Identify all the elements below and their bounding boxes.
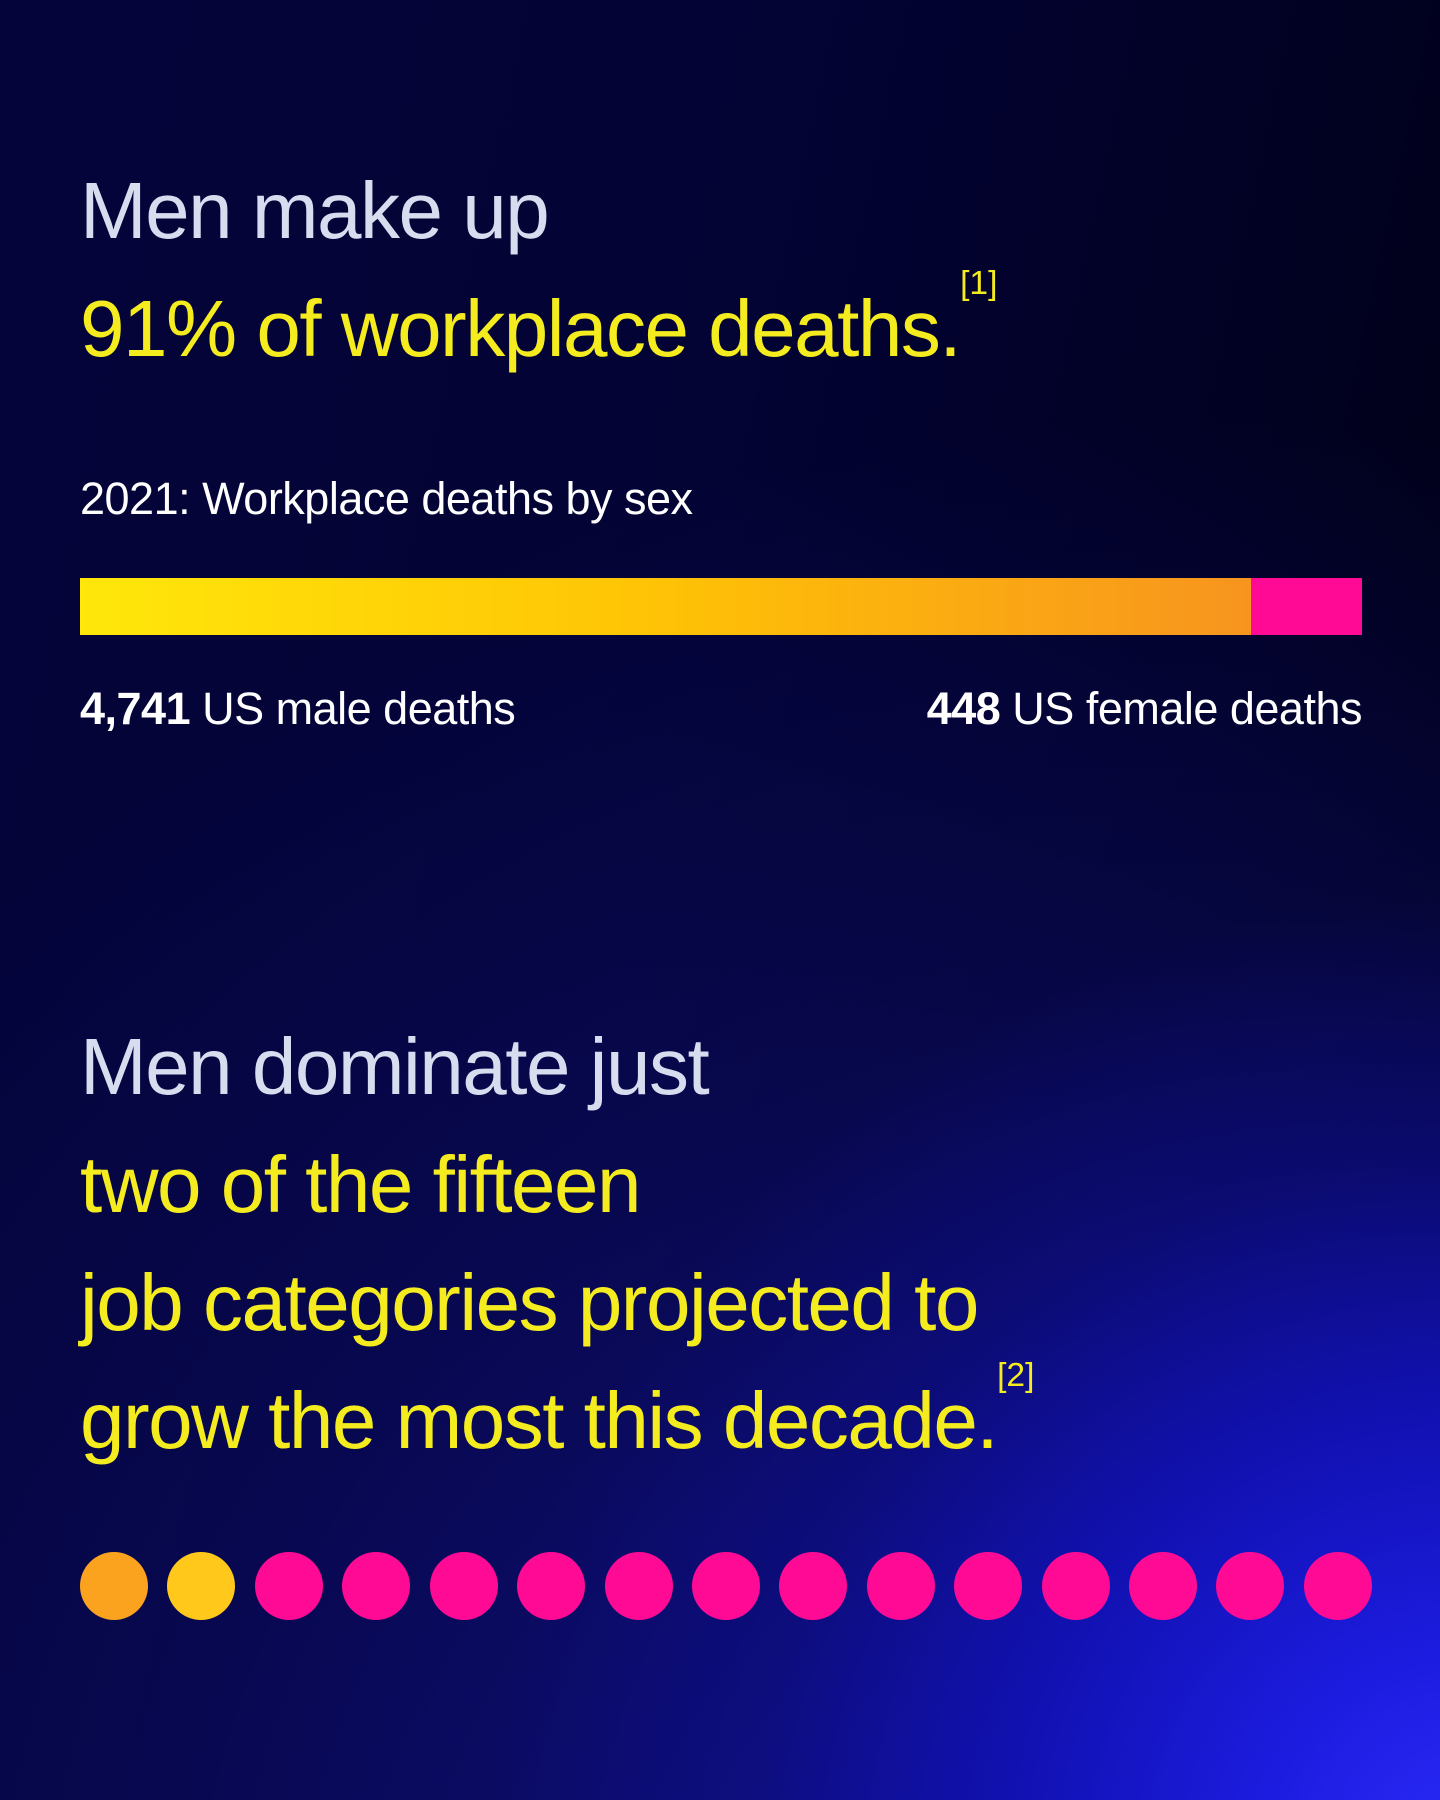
female-deaths-value: 448	[926, 683, 1001, 734]
job-category-dot-1	[80, 1552, 148, 1620]
headline1-highlight-line: 91% of workplace deaths.	[80, 284, 962, 373]
job-category-dot-12	[1041, 1552, 1110, 1620]
job-category-dot-15	[1303, 1552, 1372, 1620]
female-deaths-label: 448 US female deaths	[926, 680, 1363, 738]
job-category-dot-8	[691, 1552, 760, 1620]
stacked-bar-chart	[80, 578, 1362, 635]
female-deaths-text: US female deaths	[1000, 683, 1362, 734]
headline1-muted-line: Men make up	[80, 166, 550, 255]
chart-title-year: 2021:	[80, 473, 191, 524]
chart-title-text: Workplace deaths by sex	[190, 473, 693, 524]
male-deaths-value: 4,741	[80, 683, 191, 734]
job-category-dot-10	[866, 1552, 935, 1620]
bar-segment-male-deaths	[80, 578, 1252, 635]
job-category-dot-13	[1129, 1552, 1198, 1620]
job-category-dot-3	[254, 1552, 323, 1620]
job-category-dot-2	[167, 1552, 236, 1620]
headline2-highlight-line2: job categories projected to	[80, 1258, 979, 1347]
job-category-dot-4	[342, 1552, 411, 1620]
headline-workplace-deaths: Men make up 91% of workplace deaths.[1]	[80, 152, 1380, 388]
unit-dot-chart	[80, 1552, 1372, 1620]
job-category-dot-7	[604, 1552, 673, 1620]
job-category-dot-6	[517, 1552, 586, 1620]
male-deaths-text: US male deaths	[190, 683, 516, 734]
chart-title: 2021: Workplace deaths by sex	[80, 470, 693, 528]
job-category-dot-9	[779, 1552, 848, 1620]
bar-segment-female-deaths	[1251, 578, 1362, 635]
bar-labels-row: 4,741 US male deaths 448 US female death…	[80, 680, 1362, 738]
job-category-dot-14	[1216, 1552, 1285, 1620]
headline2-highlight-line1: two of the fifteen	[80, 1140, 642, 1229]
job-category-dot-5	[429, 1552, 498, 1620]
footnote-marker-1: [1]	[960, 265, 998, 302]
footnote-marker-2: [2]	[997, 1357, 1035, 1394]
male-deaths-label: 4,741 US male deaths	[80, 680, 516, 738]
headline2-highlight-line3: grow the most this decade.	[80, 1376, 999, 1465]
headline2-muted-line: Men dominate just	[80, 1022, 710, 1111]
job-category-dot-11	[954, 1552, 1023, 1620]
headline-job-categories: Men dominate just two of the fifteen job…	[80, 1008, 1380, 1480]
